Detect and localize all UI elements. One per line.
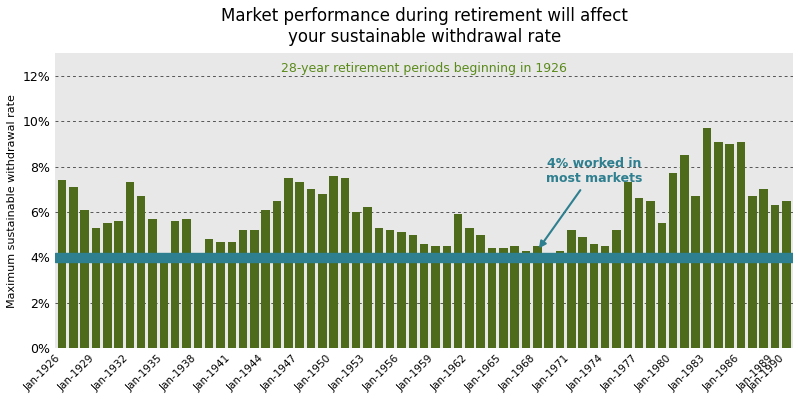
Bar — [69, 187, 78, 348]
Bar — [409, 235, 417, 348]
Bar — [239, 230, 247, 348]
Bar — [352, 212, 361, 348]
Bar — [782, 201, 790, 348]
Bar — [601, 246, 610, 348]
Bar — [420, 244, 428, 348]
Bar — [250, 230, 258, 348]
Bar — [556, 251, 564, 348]
Bar — [374, 228, 383, 348]
Bar — [454, 214, 462, 348]
Bar — [691, 196, 700, 348]
Bar — [295, 182, 304, 348]
Bar — [703, 128, 711, 348]
Bar — [635, 198, 643, 348]
Bar — [680, 155, 689, 348]
Bar — [318, 194, 326, 348]
Bar — [477, 235, 485, 348]
Bar — [306, 189, 315, 348]
Bar — [55, 253, 793, 262]
Bar — [737, 142, 746, 348]
Bar — [398, 232, 406, 348]
Bar — [182, 219, 190, 348]
Bar — [726, 144, 734, 348]
Bar — [216, 242, 225, 348]
Text: 28-year retirement periods beginning in 1926: 28-year retirement periods beginning in … — [282, 62, 567, 75]
Bar — [770, 205, 779, 348]
Bar — [759, 189, 768, 348]
Text: 4% worked in
most markets: 4% worked in most markets — [540, 157, 642, 246]
Y-axis label: Maximum sustainable withdrawal rate: Maximum sustainable withdrawal rate — [7, 94, 17, 308]
Bar — [465, 228, 474, 348]
Bar — [442, 246, 451, 348]
Bar — [341, 178, 349, 348]
Bar — [137, 196, 146, 348]
Bar — [431, 246, 440, 348]
Bar — [227, 242, 236, 348]
Bar — [330, 176, 338, 348]
Bar — [533, 246, 542, 348]
Bar — [205, 239, 214, 348]
Bar — [103, 223, 111, 348]
Bar — [194, 255, 202, 348]
Bar — [658, 223, 666, 348]
Bar — [126, 182, 134, 348]
Bar — [748, 196, 757, 348]
Title: Market performance during retirement will affect
your sustainable withdrawal rat: Market performance during retirement wil… — [221, 7, 627, 46]
Bar — [623, 182, 632, 348]
Bar — [522, 251, 530, 348]
Bar — [488, 248, 496, 348]
Bar — [578, 237, 587, 348]
Bar — [714, 142, 722, 348]
Bar — [284, 178, 293, 348]
Bar — [148, 219, 157, 348]
Bar — [92, 228, 100, 348]
Bar — [81, 210, 89, 348]
Bar — [567, 230, 575, 348]
Bar — [262, 210, 270, 348]
Bar — [363, 208, 372, 348]
Bar — [499, 248, 508, 348]
Bar — [510, 246, 519, 348]
Bar — [114, 221, 123, 348]
Bar — [544, 253, 553, 348]
Bar — [58, 180, 66, 348]
Bar — [590, 244, 598, 348]
Bar — [669, 173, 678, 348]
Bar — [386, 230, 394, 348]
Bar — [171, 221, 179, 348]
Bar — [612, 230, 621, 348]
Bar — [273, 201, 282, 348]
Bar — [160, 253, 168, 348]
Bar — [646, 201, 654, 348]
